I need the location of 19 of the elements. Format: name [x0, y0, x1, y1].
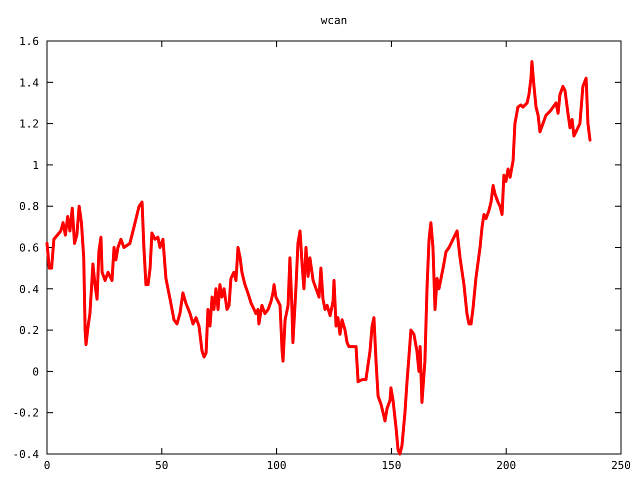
y-tick-label: 0.4: [19, 282, 40, 296]
x-tick-label: 200: [496, 459, 516, 472]
x-tick-label: 150: [381, 459, 402, 472]
x-tick-label: 0: [44, 459, 50, 472]
x-tick-label: 50: [155, 459, 168, 472]
y-tick-label: 0.6: [19, 242, 39, 254]
line-series: [46, 60, 592, 456]
y-tick-label: 0: [32, 365, 39, 378]
y-tick-label: 0.2: [19, 324, 39, 338]
y-tick-label: 0.8: [19, 200, 39, 214]
y-tick-label: 1: [32, 158, 39, 172]
x-tick-label: 100: [266, 459, 287, 472]
y-tick-label: 1.6: [19, 35, 39, 48]
y-tick-label: -0.4: [12, 448, 40, 461]
x-tick-label: 250: [611, 459, 631, 472]
y-tick-label: 1.2: [19, 118, 39, 131]
y-tick-label: 1.4: [19, 76, 40, 90]
y-tick-label: -0.2: [12, 406, 39, 420]
chart-title: wcan: [320, 14, 348, 27]
